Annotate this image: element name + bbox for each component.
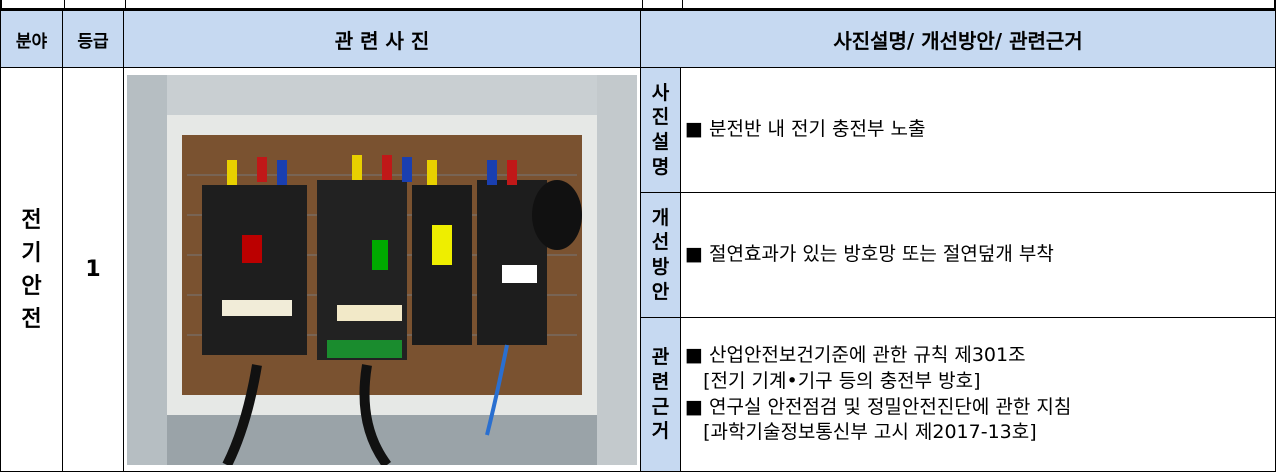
inspection-table: 분야 등급 관 련 사 진 사진설명/ 개선방안/ 관련근거 전기안전 1 — [0, 8, 1276, 472]
grade-cell: 1 — [62, 67, 124, 472]
section-content: ■ 절연효과가 있는 방호망 또는 절연덮개 부착 — [680, 192, 1276, 318]
section-label-cell: 개선방안 — [640, 192, 681, 318]
field-cell: 전기안전 — [0, 67, 63, 472]
section-content: ■ 분전반 내 전기 충전부 노출 — [680, 67, 1276, 193]
section-label: 사진설명 — [651, 81, 670, 178]
header-cell: 분야 — [0, 9, 63, 68]
field-text: 전기안전 — [21, 207, 42, 332]
section-line: ■ 산업안전보건기준에 관한 규칙 제301조 — [685, 344, 1026, 367]
section-line: ■ 연구실 안전점검 및 정밀안전진단에 관한 지침 — [685, 395, 1072, 418]
section-label: 개선방안 — [651, 206, 670, 303]
header-cell: 관 련 사 진 — [123, 9, 641, 68]
body-row: 관련근거 ■ 산업안전보건기준에 관한 규칙 제301조 [전기 기계•기구 등… — [1, 317, 1276, 472]
section-label-cell: 사진설명 — [640, 67, 681, 193]
section-label-cell: 관련근거 — [640, 317, 681, 472]
photo-cell — [123, 67, 641, 472]
body-row: 전기안전 1 — [0, 67, 1276, 472]
body-row: 개선방안 ■ 절연효과가 있는 방호망 또는 절연덮개 부착 — [1, 192, 1276, 318]
section-content: ■ 산업안전보건기준에 관한 규칙 제301조 [전기 기계•기구 등의 충전부… — [680, 317, 1276, 472]
previous-row-edge — [0, 0, 1276, 8]
section-label: 관련근거 — [651, 346, 670, 443]
section-line: [전기 기계•기구 등의 충전부 방호] — [685, 369, 981, 392]
section-line: [과학기술정보통신부 고시 제2017-13호] — [685, 421, 1037, 444]
section-line: ■ 절연효과가 있는 방호망 또는 절연덮개 부착 — [685, 243, 1054, 266]
photo — [127, 74, 637, 465]
header-cell: 사진설명/ 개선방안/ 관련근거 — [640, 9, 1276, 68]
section-line: ■ 분전반 내 전기 충전부 노출 — [685, 118, 926, 141]
header-row: 분야 등급 관 련 사 진 사진설명/ 개선방안/ 관련근거 — [0, 9, 1276, 68]
header-cell: 등급 — [62, 9, 124, 68]
